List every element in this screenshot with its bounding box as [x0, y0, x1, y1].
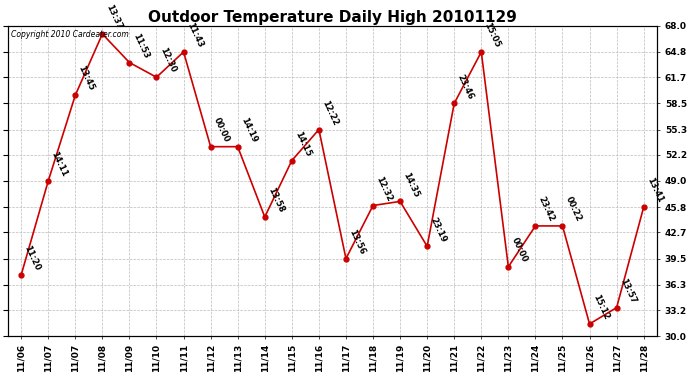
- Text: 13:41: 13:41: [645, 176, 664, 204]
- Text: 13:56: 13:56: [347, 228, 367, 256]
- Text: 14:15: 14:15: [293, 130, 313, 158]
- Text: 15:05: 15:05: [483, 21, 502, 49]
- Text: 14:35: 14:35: [402, 171, 421, 199]
- Text: 12:32: 12:32: [375, 175, 394, 203]
- Text: 13:45: 13:45: [77, 64, 96, 93]
- Text: 23:19: 23:19: [428, 216, 448, 244]
- Text: 11:20: 11:20: [23, 244, 42, 272]
- Text: 00:00: 00:00: [510, 236, 529, 264]
- Text: 14:19: 14:19: [239, 116, 259, 144]
- Text: 12:30: 12:30: [158, 46, 177, 75]
- Text: 00:22: 00:22: [564, 195, 583, 223]
- Text: 12:22: 12:22: [320, 99, 339, 127]
- Text: Copyright 2010 Cardeater.com: Copyright 2010 Cardeater.com: [11, 30, 128, 39]
- Text: 13:57: 13:57: [618, 277, 638, 305]
- Text: 13:58: 13:58: [266, 186, 286, 214]
- Text: 23:46: 23:46: [455, 72, 475, 100]
- Text: 14:11: 14:11: [50, 150, 69, 178]
- Title: Outdoor Temperature Daily High 20101129: Outdoor Temperature Daily High 20101129: [148, 10, 517, 25]
- Text: 23:42: 23:42: [537, 195, 556, 223]
- Text: 11:53: 11:53: [131, 32, 150, 60]
- Text: 15:12: 15:12: [591, 293, 611, 321]
- Text: 00:00: 00:00: [212, 116, 231, 144]
- Text: 13:37: 13:37: [104, 3, 123, 31]
- Text: 11:43: 11:43: [185, 21, 204, 49]
